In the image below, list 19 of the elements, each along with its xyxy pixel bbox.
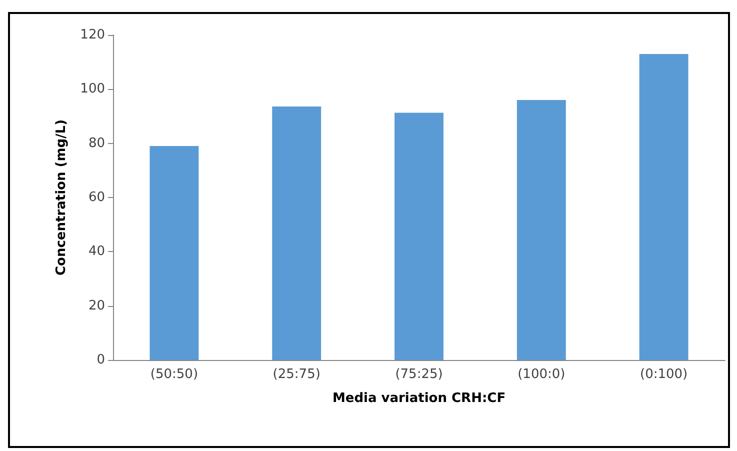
x-tick-label: (75:25): [395, 367, 443, 382]
y-tick-label: 60: [88, 190, 105, 205]
bar: [394, 112, 444, 360]
x-tick-label: (25:75): [272, 367, 320, 382]
y-tick-label: 20: [88, 298, 105, 314]
y-tick-label: 120: [80, 28, 105, 42]
bar: [639, 54, 688, 360]
bar: [272, 106, 322, 360]
bar: [150, 146, 199, 360]
y-tick-label: 80: [88, 136, 105, 151]
x-tick-label: (100:0): [518, 367, 566, 382]
y-tick-label: 100: [80, 82, 105, 97]
y-axis-title: Concentration (mg/L): [54, 119, 69, 276]
bar: [516, 100, 566, 360]
x-axis-title: Media variation CRH:CF: [332, 391, 506, 406]
y-tick-label: 40: [88, 244, 105, 260]
x-tick-label: (50:50): [150, 367, 198, 382]
x-tick-label: (0:100): [640, 367, 688, 382]
y-tick-label: 0: [96, 352, 105, 368]
